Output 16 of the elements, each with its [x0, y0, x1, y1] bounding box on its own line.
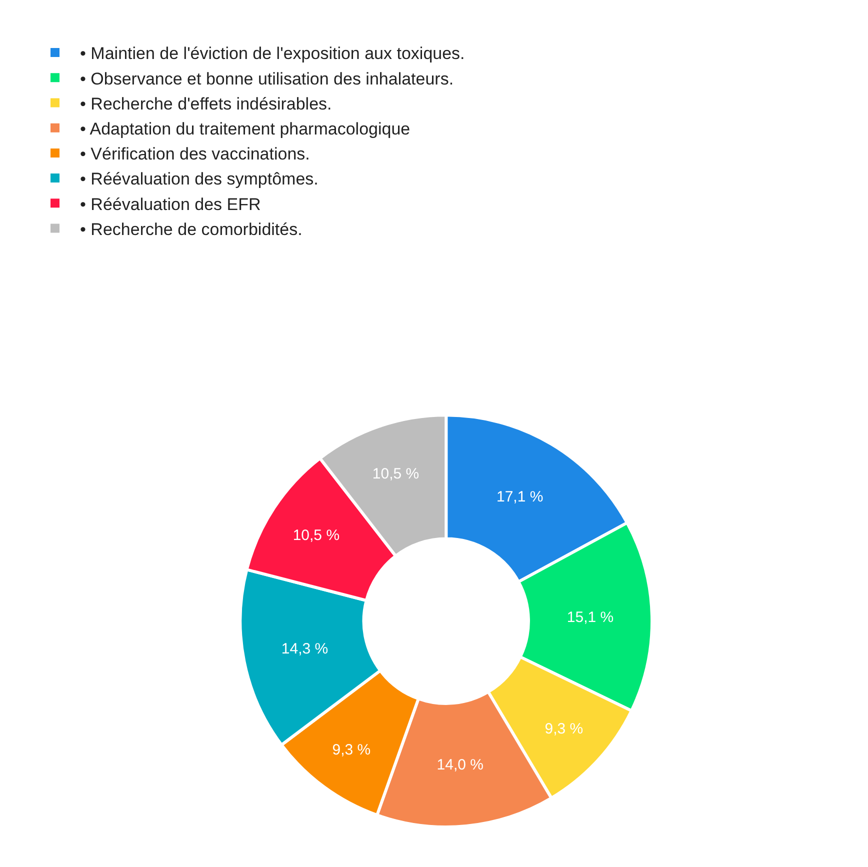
legend-label: • Vérification des vaccinations. [80, 144, 310, 164]
data-label: 17,1 % [496, 488, 544, 506]
legend-label: • Adaptation du traitement pharmacologique [80, 119, 410, 138]
data-label: 9,3 % [544, 720, 584, 738]
data-label: 15,1 % [566, 609, 614, 626]
data-label: 9,3 % [332, 741, 371, 758]
legend-label: • Réévaluation des EFR [80, 194, 261, 214]
data-label: 10,5 % [292, 527, 340, 544]
legend-label: • Maintien de l'éviction de l'exposition aux toxiques. [80, 44, 465, 64]
legend-label: • Recherche de comorbidités. [80, 220, 302, 239]
data-label: 14,3 % [281, 640, 328, 658]
legend-label: • Recherche d'effets indésirables. [80, 94, 332, 114]
legend-label: • Réévaluation des symptômes. [80, 170, 318, 189]
data-label: 10,5 % [372, 465, 420, 482]
data-label: 14,0 % [436, 756, 484, 774]
legend-label: • Observance et bonne utilisation des inhalateurs. [80, 69, 454, 88]
